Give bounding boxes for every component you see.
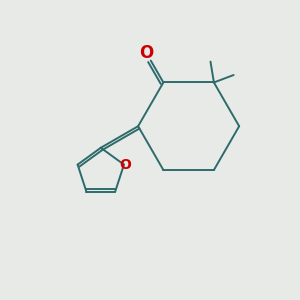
Text: O: O (140, 44, 154, 62)
Text: O: O (119, 158, 131, 172)
